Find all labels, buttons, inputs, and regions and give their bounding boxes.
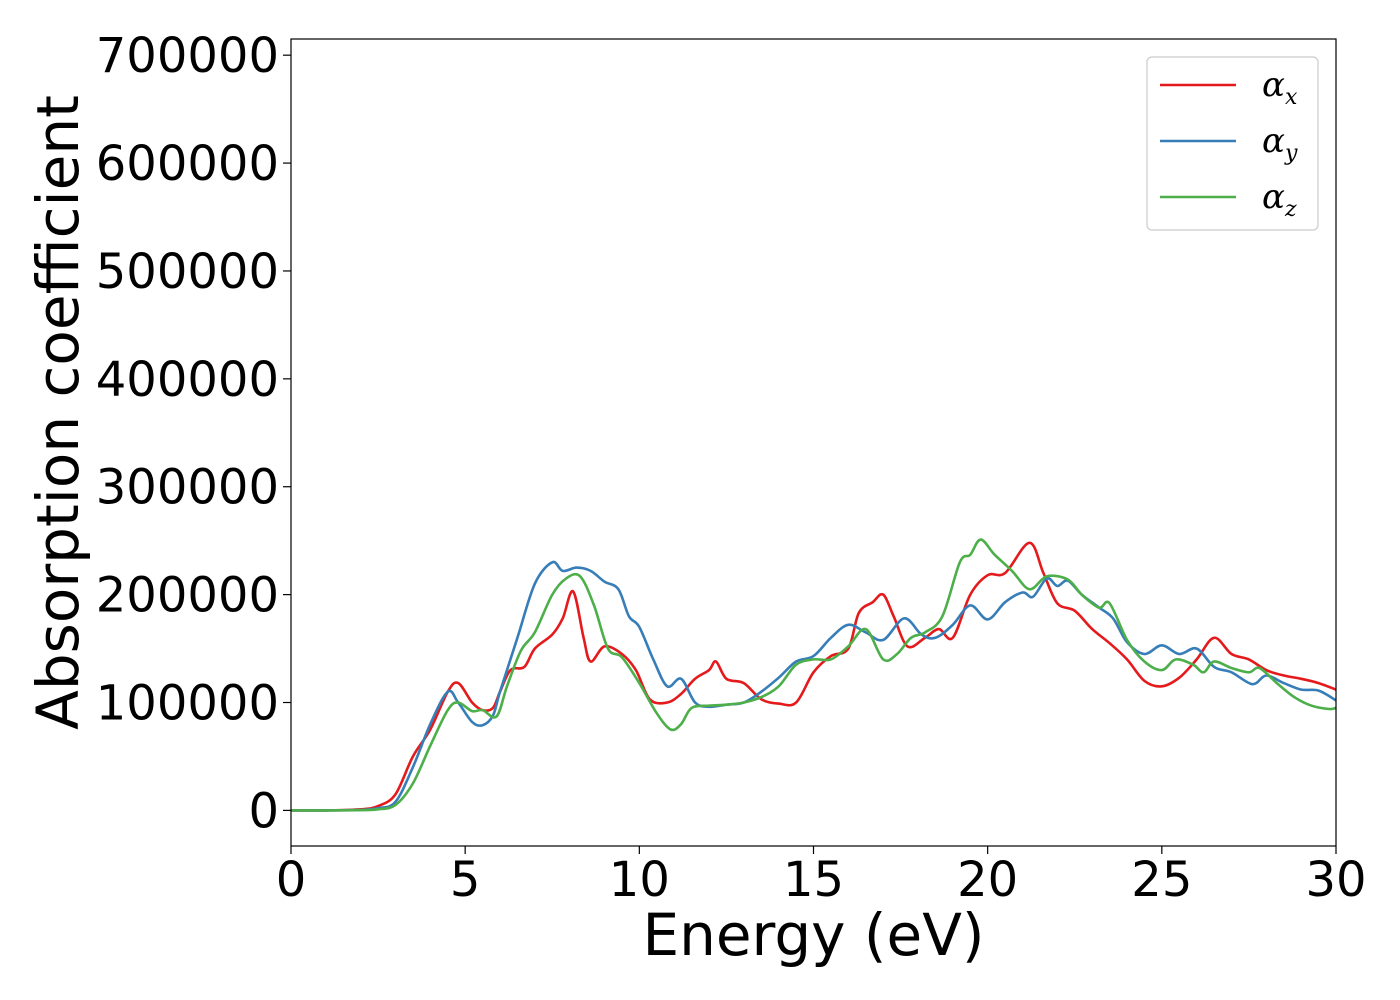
x-tick-label: 25 — [1131, 852, 1192, 908]
y-tick-label: 200000 — [96, 568, 279, 624]
legend-label-z: αz — [1262, 177, 1297, 222]
y-axis-label: Absorption coefficient — [24, 95, 92, 730]
y-tick-label: 100000 — [96, 676, 279, 732]
x-axis: 0 5 10 15 20 25 30 — [276, 846, 1367, 908]
x-tick-label: 0 — [276, 852, 307, 908]
series-layer — [290, 538, 1337, 812]
y-tick-label: 0 — [248, 783, 279, 839]
legend-label-y: αy — [1262, 121, 1298, 166]
y-tick-label: 500000 — [96, 244, 279, 300]
x-axis-label: Energy (eV) — [642, 901, 984, 969]
series-line-z — [290, 538, 1337, 812]
y-tick-label: 600000 — [96, 136, 279, 192]
x-tick-label: 5 — [450, 852, 481, 908]
x-tick-label: 10 — [609, 852, 670, 908]
legend-box — [1146, 56, 1319, 231]
y-tick-label: 400000 — [96, 352, 279, 408]
x-tick-label: 15 — [783, 852, 844, 908]
legend-label-x: αx — [1262, 65, 1298, 110]
series-line-x — [290, 541, 1337, 812]
x-tick-label: 30 — [1305, 852, 1366, 908]
y-tick-label: 300000 — [96, 460, 279, 516]
legend: αx αy αz — [1146, 56, 1319, 231]
y-tick-label: 700000 — [96, 28, 279, 84]
x-tick-label: 20 — [957, 852, 1018, 908]
y-axis: 0 100000 200000 300000 400000 500000 600000 700… — [96, 28, 291, 839]
